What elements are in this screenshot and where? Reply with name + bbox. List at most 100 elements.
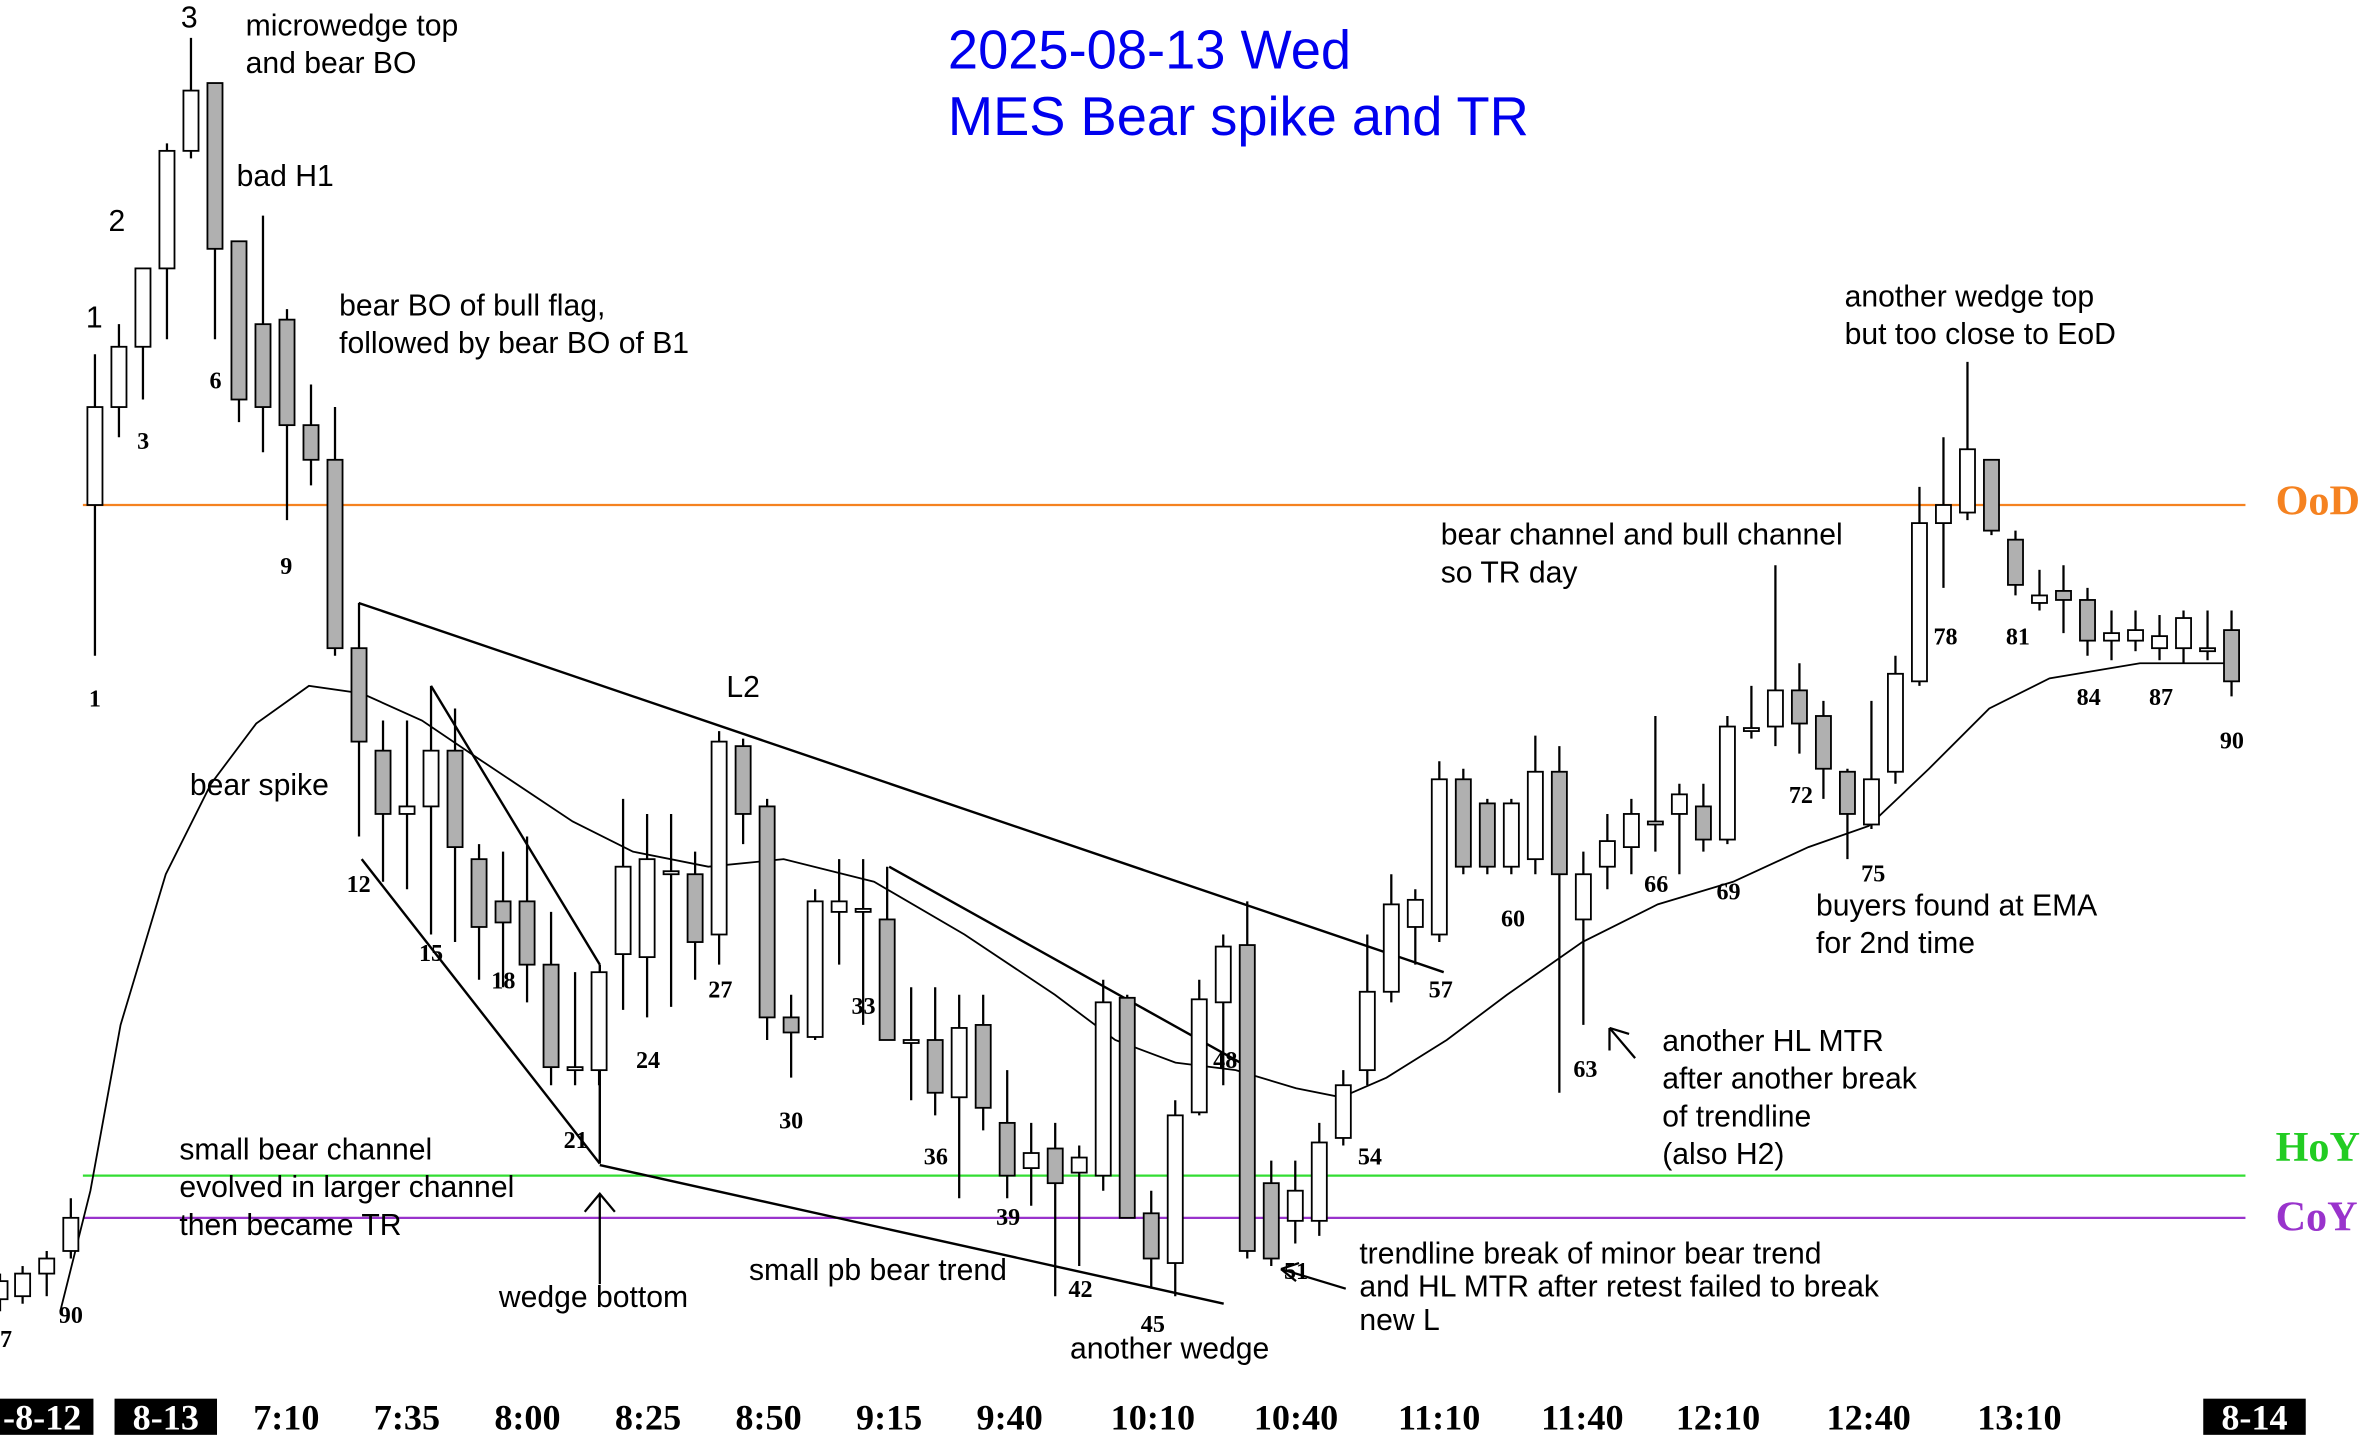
candle-body — [326, 458, 344, 650]
bar-number: 9 — [280, 554, 292, 580]
trendline — [429, 685, 601, 966]
bar-number: 72 — [1789, 783, 1813, 809]
bar-number: 78 — [1934, 625, 1958, 651]
time-label: 12:10 — [1676, 1398, 1760, 1435]
annotation: another wedge — [1070, 1332, 1269, 1365]
candle-body — [14, 1272, 32, 1298]
candle-body — [470, 858, 488, 928]
annotation: bear channel and bull channel — [1441, 519, 1843, 552]
candle-body — [1022, 1152, 1040, 1170]
arrow — [583, 1191, 616, 1285]
candle-body — [2007, 538, 2024, 586]
candle-body — [1887, 672, 1904, 773]
candle-body — [350, 647, 368, 743]
time-label: 11:10 — [1398, 1398, 1480, 1435]
annotation: 1 — [86, 302, 103, 335]
candle-body — [302, 424, 320, 461]
candle-body — [2223, 629, 2240, 683]
candle-body — [230, 240, 248, 401]
bar-number: 27 — [708, 977, 732, 1003]
candle-body — [1694, 805, 1712, 841]
candle-body — [2151, 635, 2168, 650]
candle-body — [566, 1066, 584, 1072]
annotation: so TR day — [1441, 556, 1578, 589]
candle-body — [2199, 647, 2216, 653]
candle-body — [1574, 873, 1592, 921]
annotation: bear spike — [190, 769, 329, 802]
candle-body — [1046, 1147, 1064, 1185]
date-marker — [0, 1398, 94, 1435]
candle-body — [1598, 840, 1616, 868]
candle-body — [398, 805, 416, 815]
candle-body — [158, 149, 176, 270]
candle-body — [662, 870, 680, 876]
candle-body — [638, 858, 656, 959]
annotation: 3 — [181, 2, 198, 35]
annotation: microwedge top — [246, 9, 459, 42]
annotation: and HL MTR after retest failed to break — [1359, 1271, 1880, 1304]
candle-body — [1766, 689, 1784, 728]
candle-body — [1959, 448, 1976, 514]
annotation: bad H1 — [237, 160, 334, 193]
candle-body — [38, 1257, 56, 1275]
candle-body — [2103, 632, 2120, 642]
candle-body — [1406, 898, 1424, 928]
candle-body — [1550, 770, 1568, 876]
trendline — [358, 601, 1445, 974]
bar-number: 90 — [59, 1303, 83, 1329]
bar-number: 3 — [137, 429, 149, 455]
time-label: 9:15 — [856, 1398, 922, 1435]
candle-body — [1838, 770, 1856, 815]
annotation: new L — [1359, 1304, 1439, 1337]
time-label: 7:10 — [253, 1398, 319, 1435]
bar-number: 51 — [1284, 1259, 1308, 1285]
candle-body — [1983, 458, 2000, 532]
candle-body — [1094, 1001, 1112, 1177]
candle-body — [2031, 594, 2048, 604]
candle-body — [1142, 1212, 1160, 1260]
candle-body — [974, 1024, 992, 1109]
annotation: another wedge top — [1845, 281, 2095, 314]
candle-body — [1718, 725, 1736, 841]
candles — [0, 37, 2240, 1312]
time-label: 13:10 — [1977, 1398, 2061, 1435]
time-label: 7:35 — [374, 1398, 440, 1435]
candle-body — [2055, 590, 2072, 601]
candle-body — [782, 1016, 800, 1034]
candle-body — [758, 805, 776, 1019]
candle-body — [0, 1280, 9, 1301]
ema-line — [59, 662, 2231, 1312]
bar-number: 75 — [1861, 861, 1885, 887]
time-label: 11:40 — [1541, 1398, 1623, 1435]
candle-body — [1863, 778, 1880, 826]
annotation: 2 — [109, 205, 126, 238]
bar-number: 42 — [1068, 1277, 1092, 1303]
candle-body — [1166, 1114, 1184, 1264]
candle-body — [254, 323, 272, 408]
bar-number: 81 — [2006, 625, 2030, 651]
title: 2025-08-13 Wed — [948, 21, 1351, 81]
bar-number: 30 — [779, 1108, 803, 1134]
trendline — [360, 858, 601, 1165]
level-label: OoD — [2276, 478, 2360, 525]
candle-body — [1526, 770, 1544, 861]
bar-number: 45 — [1141, 1312, 1165, 1338]
candle-body — [1238, 944, 1256, 1252]
candle-body — [1286, 1189, 1304, 1222]
candle-body — [806, 900, 824, 1038]
time-label: 12:40 — [1827, 1398, 1911, 1435]
candle-body — [1454, 778, 1472, 868]
candle-body — [1478, 802, 1496, 868]
candle-body — [1190, 998, 1208, 1114]
annotation: but too close to EoD — [1845, 318, 2116, 351]
bar-number: 48 — [1213, 1048, 1237, 1074]
bar-number: 21 — [564, 1128, 588, 1154]
annotation: another HL MTR — [1662, 1025, 1884, 1058]
annotation: then became TR — [179, 1209, 401, 1242]
bar-number: 54 — [1358, 1145, 1382, 1171]
bar-number: 1 — [89, 686, 101, 712]
bar-number: 57 — [1429, 977, 1453, 1003]
time-label: 8-13 — [133, 1398, 199, 1435]
